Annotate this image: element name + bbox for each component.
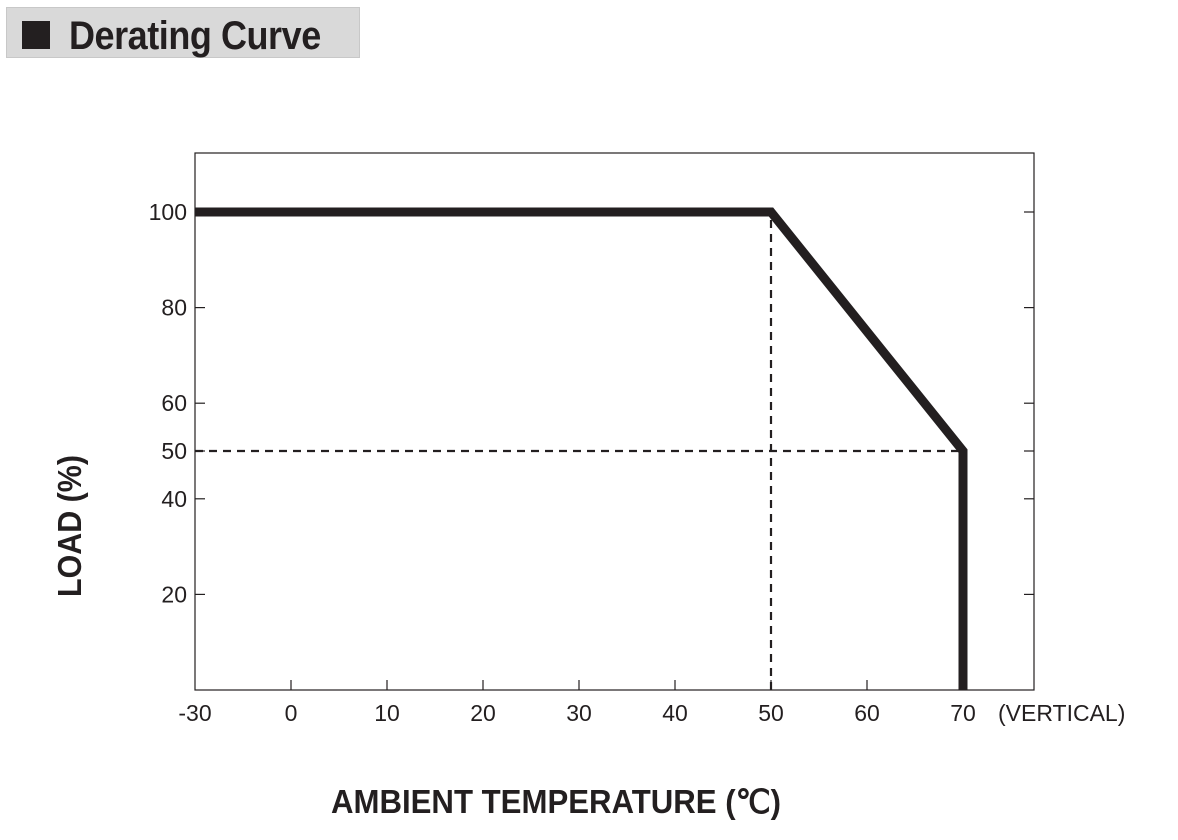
- series-lines: [195, 207, 968, 690]
- x-tick-label-60: 60: [854, 700, 880, 726]
- square-bullet-icon: [22, 21, 50, 49]
- tick-labels: -30 0 10 20 30 40 50 60 70 20 40 50 60 80 100: [149, 199, 976, 726]
- title-box: Derating Curve: [6, 7, 360, 58]
- x-tick-label-50: 50: [758, 700, 784, 726]
- x-tick-label-20: 20: [470, 700, 496, 726]
- x-axis-title: AMBIENT TEMPERATURE (℃): [331, 783, 781, 820]
- x-tick-label-0: 0: [285, 700, 298, 726]
- y-tick-label-20: 20: [161, 581, 187, 607]
- y-axis-title: LOAD (%): [51, 455, 88, 597]
- y-tick-label-40: 40: [161, 486, 187, 512]
- axis-ticks: [195, 211, 1034, 690]
- x-tick-label-40: 40: [662, 700, 688, 726]
- x-tick-label--30: -30: [178, 700, 211, 726]
- plot-area-frame: [194, 152, 1035, 691]
- reference-lines: [195, 212, 963, 690]
- y-tick-label-100: 100: [149, 199, 187, 225]
- y-tick-label-50: 50: [161, 438, 187, 464]
- y-tick-label-80: 80: [161, 295, 187, 321]
- x-tick-label-30: 30: [566, 700, 592, 726]
- x-tick-label-70: 70: [950, 700, 976, 726]
- derating-curve-line: [195, 207, 968, 690]
- section-title: Derating Curve: [69, 14, 321, 58]
- x-tick-label-10: 10: [374, 700, 400, 726]
- x-axis-note: (VERTICAL): [998, 700, 1125, 726]
- y-tick-label-60: 60: [161, 390, 187, 416]
